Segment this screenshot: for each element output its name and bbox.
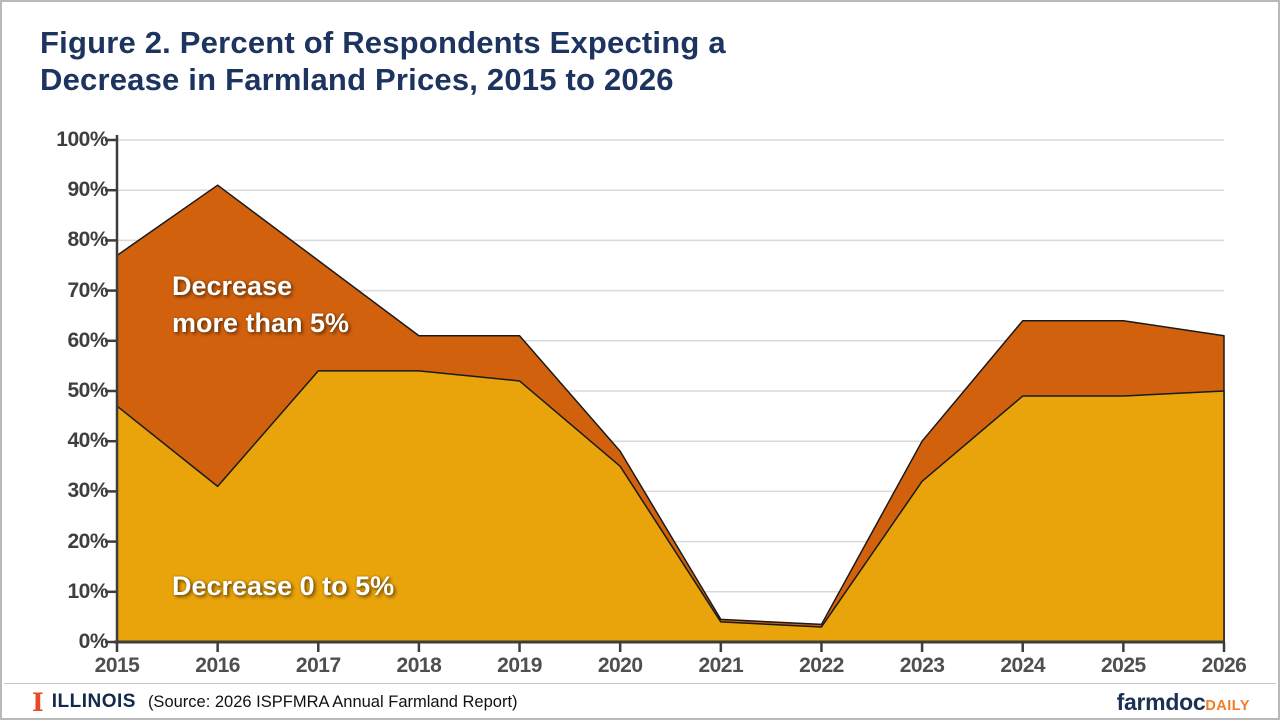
farmdoc-daily-logo: farmdoc DAILY bbox=[1117, 689, 1250, 716]
x-tick-label: 2017 bbox=[295, 654, 341, 677]
chart-title-line2: Decrease in Farmland Prices, 2015 to 202… bbox=[40, 62, 674, 97]
y-tick-label: 40% bbox=[67, 429, 108, 453]
y-tick-label: 20% bbox=[67, 529, 108, 553]
x-tick-label: 2018 bbox=[396, 654, 442, 677]
annotation-line: Decrease bbox=[172, 271, 293, 301]
x-tick-label: 2025 bbox=[1101, 654, 1146, 677]
x-tick-label: 2026 bbox=[1201, 654, 1247, 677]
y-tick-label: 50% bbox=[67, 379, 108, 402]
x-tick-label: 2020 bbox=[597, 654, 643, 677]
farmdoc-wordmark: farmdoc bbox=[1116, 688, 1206, 715]
x-tick-label: 2024 bbox=[1000, 654, 1046, 677]
annotation-decrease-more-than-5: Decrease more than 5% bbox=[172, 268, 349, 342]
x-tick-label: 2023 bbox=[899, 654, 945, 677]
chart-title-line1: Figure 2. Percent of Respondents Expecti… bbox=[40, 25, 726, 60]
footer-left: I ILLINOIS (Source: 2026 ISPFMRA Annual … bbox=[32, 690, 518, 715]
x-tick-label: 2016 bbox=[195, 654, 240, 677]
y-tick-label: 100% bbox=[56, 128, 108, 151]
y-tick-label: 30% bbox=[67, 479, 108, 503]
y-tick-label: 90% bbox=[67, 178, 108, 202]
area-series-0 bbox=[116, 370, 1225, 643]
y-tick-label: 80% bbox=[67, 228, 108, 252]
y-tick-label: 0% bbox=[78, 630, 109, 653]
y-tick-label: 70% bbox=[67, 278, 108, 302]
chart-title: Figure 2. Percent of Respondents Expecti… bbox=[40, 24, 726, 98]
illinois-wordmark: ILLINOIS bbox=[51, 691, 136, 712]
annotation-decrease-0-to-5: Decrease 0 to 5% bbox=[172, 571, 395, 601]
source-text: (Source: 2026 ISPFMRA Annual Farmland Re… bbox=[147, 692, 518, 711]
footer: I ILLINOIS (Source: 2026 ISPFMRA Annual … bbox=[32, 686, 1250, 718]
y-tick-label: 60% bbox=[67, 328, 108, 352]
annotation-line: more than 5% bbox=[172, 308, 350, 338]
daily-wordmark: DAILY bbox=[1205, 697, 1250, 714]
illinois-block-i-logo: I bbox=[32, 687, 44, 717]
x-tick-label: 2019 bbox=[497, 654, 542, 677]
footer-divider bbox=[4, 683, 1276, 684]
x-tick-label: 2022 bbox=[799, 654, 844, 677]
x-tick-label: 2021 bbox=[698, 654, 744, 677]
x-tick-label: 2015 bbox=[94, 654, 140, 677]
y-tick-label: 10% bbox=[67, 579, 108, 603]
